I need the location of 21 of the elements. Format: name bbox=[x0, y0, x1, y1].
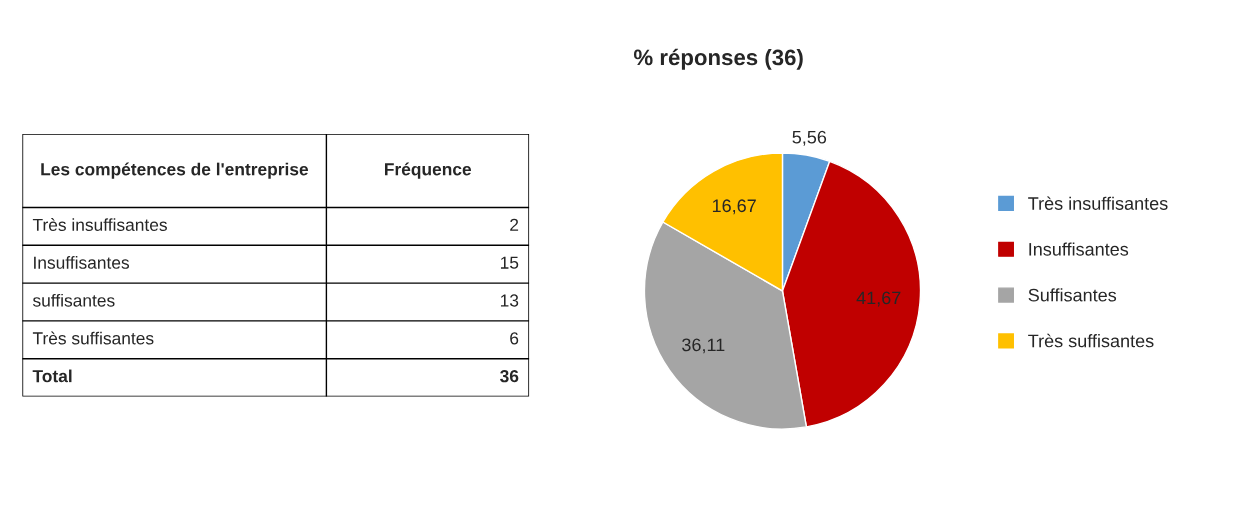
text: Les compétences de l'entreprise bbox=[41, 162, 309, 179]
legend-label: Suffisantes bbox=[1028, 288, 1117, 302]
data-label: 5,56 bbox=[792, 130, 827, 146]
text: Fréquence bbox=[385, 162, 472, 179]
data-label: 16,67 bbox=[712, 199, 756, 215]
data-label: 13 bbox=[500, 294, 519, 307]
category-label: Insuffisantes bbox=[34, 256, 130, 269]
data-label: 36,11 bbox=[682, 338, 725, 354]
data-label: 6 bbox=[510, 332, 519, 345]
data-label: 41,67 bbox=[856, 291, 901, 307]
legend-label: Très insuffisantes bbox=[1028, 196, 1168, 210]
legend-label: Très suffisantes bbox=[1028, 333, 1154, 348]
data-label: 2 bbox=[510, 218, 519, 231]
legend-label: Insuffisantes bbox=[1029, 242, 1129, 256]
data-label: 15 bbox=[500, 256, 519, 269]
chart-title: % réponses (36) bbox=[633, 48, 803, 70]
category-label: Total bbox=[32, 369, 72, 383]
category-label: Très suffisantes bbox=[32, 331, 154, 345]
data-label: 36 bbox=[500, 370, 519, 383]
category-label: suffisantes bbox=[32, 293, 115, 307]
category-label: Très insuffisantes bbox=[32, 218, 167, 232]
